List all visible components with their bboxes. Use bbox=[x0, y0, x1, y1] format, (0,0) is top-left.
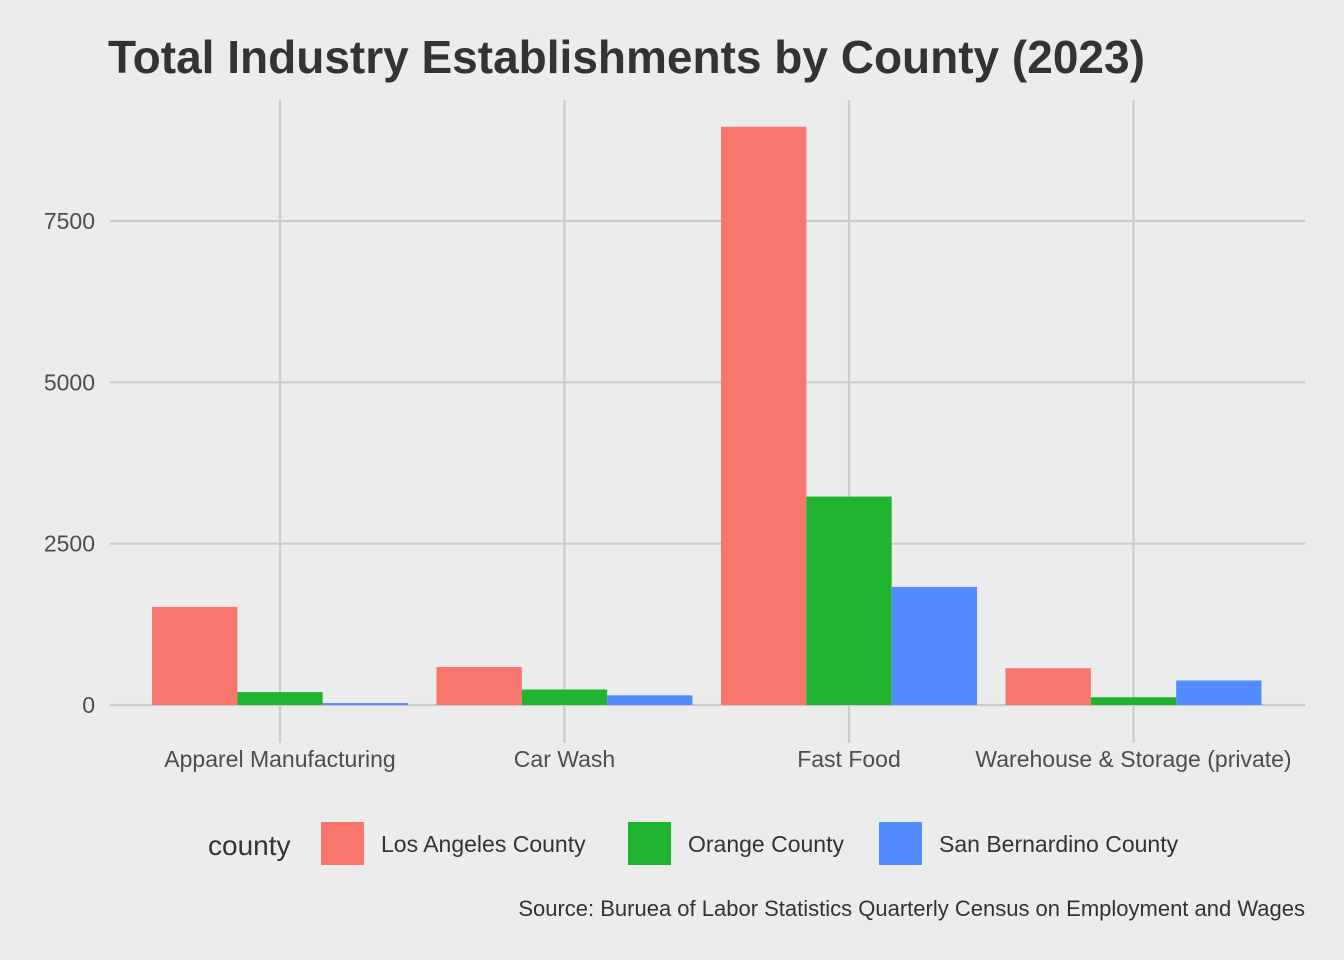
bar-los-angeles-county-3 bbox=[1005, 668, 1091, 705]
legend-title: county bbox=[208, 830, 291, 861]
bar-san-bernardino-county-2 bbox=[891, 586, 977, 705]
legend: county Los Angeles County Orange County Sa… bbox=[208, 822, 1179, 865]
bar-orange-county-0 bbox=[237, 692, 323, 705]
bar-san-bernardino-county-3 bbox=[1176, 680, 1262, 705]
y-tick-label: 0 bbox=[82, 692, 95, 718]
bar-los-angeles-county-1 bbox=[436, 666, 522, 705]
x-tick-label: Car Wash bbox=[514, 746, 615, 772]
x-axis: Apparel Manufacturing Car Wash Fast Food Wa… bbox=[164, 746, 1291, 772]
chart-caption: Source: Buruea of Labor Statistics Quart… bbox=[518, 896, 1305, 921]
bar-orange-county-1 bbox=[521, 689, 608, 705]
bar-san-bernardino-county-0 bbox=[322, 703, 408, 705]
y-tick-label: 2500 bbox=[44, 531, 95, 557]
x-tick-label: Apparel Manufacturing bbox=[164, 746, 395, 772]
grid bbox=[110, 100, 1305, 743]
legend-label: San Bernardino County bbox=[939, 831, 1179, 857]
x-tick-label: Warehouse & Storage (private) bbox=[975, 746, 1291, 772]
bar-orange-county-3 bbox=[1090, 697, 1177, 705]
bar-los-angeles-county-2 bbox=[721, 126, 807, 706]
legend-key bbox=[628, 822, 671, 865]
y-tick-label: 5000 bbox=[44, 369, 95, 395]
x-tick-label: Fast Food bbox=[797, 746, 901, 772]
bar-los-angeles-county-0 bbox=[152, 606, 238, 705]
legend-key bbox=[879, 822, 922, 865]
legend-key bbox=[321, 822, 364, 865]
legend-label: Orange County bbox=[688, 831, 844, 857]
bars bbox=[152, 126, 1262, 706]
bar-orange-county-2 bbox=[806, 496, 892, 705]
legend-label: Los Angeles County bbox=[381, 831, 586, 857]
y-tick-label: 7500 bbox=[44, 208, 95, 234]
bar-san-bernardino-county-1 bbox=[607, 695, 693, 705]
chart-title: Total Industry Establishments by County … bbox=[108, 31, 1145, 83]
y-axis: 0 2500 5000 7500 bbox=[44, 208, 95, 718]
